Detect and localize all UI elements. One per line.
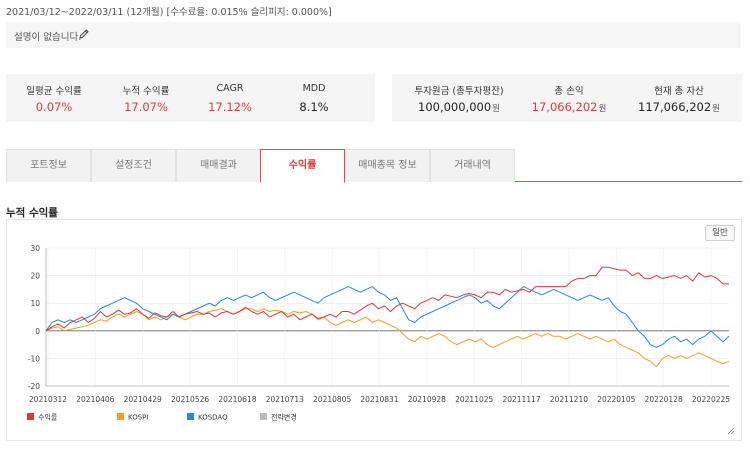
x-tick-label: 20211025 <box>455 395 493 404</box>
legend-swatch <box>117 413 124 420</box>
tab-trade-results[interactable]: 매매결과 <box>176 149 261 182</box>
x-tick-label: 20220225 <box>692 395 730 404</box>
y-tick-label: 20 <box>30 272 40 281</box>
stat-mdd: MDD 8.1% <box>299 83 329 114</box>
y-tick-label: 10 <box>30 299 40 308</box>
legend-swatch <box>187 413 194 420</box>
y-tick-label: -20 <box>28 382 40 391</box>
x-tick-label: 20210406 <box>76 395 114 404</box>
x-tick-label: 20220105 <box>597 395 635 404</box>
stat-daily-avg-return: 일평균 수익률 0.07% <box>26 86 82 114</box>
x-tick-label: 20210805 <box>313 395 351 404</box>
y-tick-label: -10 <box>28 354 40 363</box>
x-tick-label: 20220128 <box>645 395 683 404</box>
chart-scale-toggle-button[interactable]: 일반 <box>705 225 735 241</box>
tab-traded-stocks[interactable]: 매매종목 정보 <box>345 149 430 182</box>
resize-handle-icon[interactable] <box>727 427 735 435</box>
tab-port-info[interactable]: 포트정보 <box>6 149 91 182</box>
tab-returns[interactable]: 수익률 <box>260 149 345 183</box>
tab-trade-history[interactable]: 거래내역 <box>430 149 515 182</box>
y-tick-label: 0 <box>35 327 40 336</box>
legend-swatch <box>260 413 267 420</box>
x-tick-label: 20210429 <box>124 395 162 404</box>
legend-swatch <box>27 413 34 420</box>
stat-principal: 투자원금 (총투자평잔) 100,000,000원 <box>414 86 504 114</box>
y-tick-label: 30 <box>30 244 40 253</box>
section-title: 누적 수익률 <box>6 207 58 219</box>
legend-label: 전략변경 <box>271 413 297 422</box>
asset-stats-panel: 투자원금 (총투자평잔) 100,000,000원 총 손익 17,066,20… <box>392 74 742 122</box>
series-line-0 <box>45 266 729 332</box>
result-tabs: 포트정보 설정조건 매매결과 수익률 매매종목 정보 거래내역 <box>6 149 742 183</box>
tab-settings[interactable]: 설정조건 <box>91 149 176 182</box>
x-tick-label: 20211210 <box>550 395 588 404</box>
return-stats-panel: 일평균 수익률 0.07% 누적 수익률 17.07% CAGR 17.12% … <box>6 74 375 122</box>
pencil-icon[interactable] <box>78 28 90 40</box>
x-tick-label: 20210831 <box>360 395 398 404</box>
cumulative-return-chart: 30 20 10 0 -10 -20 20210312 20210406 20210429 202… <box>6 219 742 441</box>
backtest-period: 2021/03/12~2022/03/11 (12개월) [수수료율: 0.01… <box>6 7 332 18</box>
x-tick-label: 20211117 <box>502 395 540 404</box>
description-box: 설명이 없습니다. <box>6 22 741 48</box>
legend-label: KOSPI <box>128 414 148 422</box>
x-tick-label: 20210928 <box>408 395 446 404</box>
line-chart-svg: 30 20 10 0 -10 -20 20210312 20210406 20210429 202… <box>27 244 730 422</box>
legend-label: 수익률 <box>38 414 58 422</box>
x-tick-label: 20210618 <box>218 395 256 404</box>
series-line-2 <box>45 286 730 348</box>
x-tick-label: 20210713 <box>266 395 304 404</box>
legend-label: KOSDAQ <box>198 414 228 422</box>
stat-total-pnl: 총 손익 17,066,202원 <box>531 86 607 114</box>
x-tick-label: 20210526 <box>171 395 209 404</box>
x-tick-label: 20210312 <box>29 395 67 404</box>
series-line-1 <box>45 308 730 368</box>
stat-total-assets: 현재 총 자산 117,066,202원 <box>638 86 720 114</box>
stat-cagr: CAGR 17.12% <box>208 83 252 114</box>
stat-cumulative-return: 누적 수익률 17.07% <box>122 86 170 114</box>
description-text: 설명이 없습니다. <box>14 32 82 43</box>
